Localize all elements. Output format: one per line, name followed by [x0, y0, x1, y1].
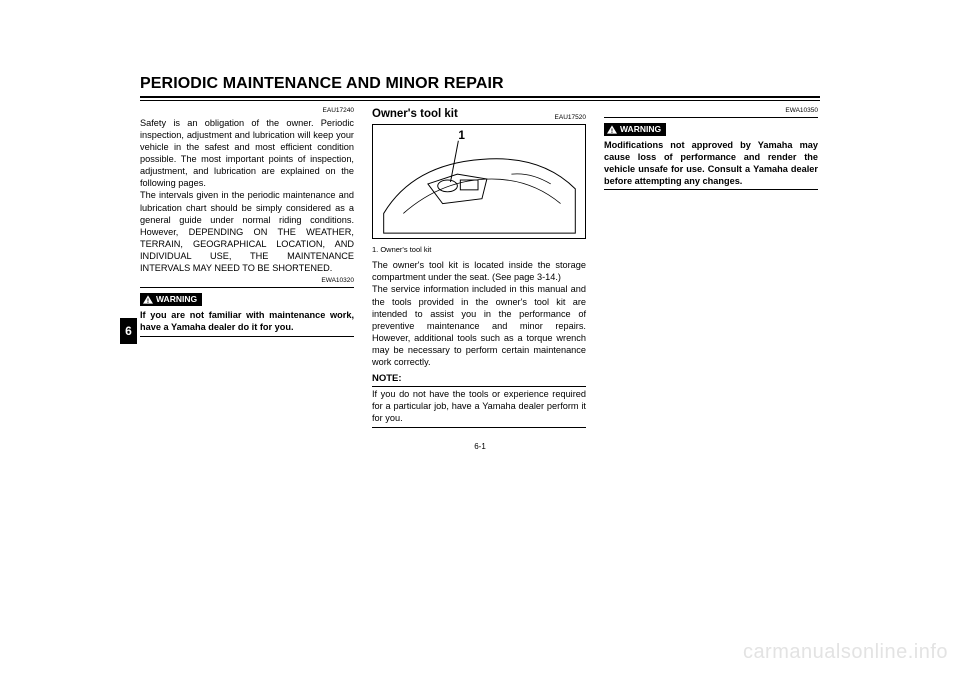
- warning-label: WARNING: [156, 294, 197, 305]
- note-label: NOTE:: [372, 373, 402, 384]
- rule-thin: [604, 189, 818, 190]
- chapter-tab: 6: [120, 318, 137, 344]
- note-rule: [372, 386, 586, 387]
- doc-code: EAU17240: [140, 107, 354, 116]
- svg-text:!: !: [611, 128, 613, 134]
- warning-label: WARNING: [620, 124, 661, 135]
- section-heading: Owner's tool kit: [372, 107, 458, 122]
- columns: EAU17240 Safety is an obligation of the …: [140, 107, 820, 434]
- warning-rule: [140, 287, 354, 288]
- column-1: EAU17240 Safety is an obligation of the …: [140, 107, 354, 434]
- tool-kit-figure: 1: [372, 124, 586, 239]
- column-3: EWA10350 ! WARNING Modifications not app…: [604, 107, 818, 434]
- warning-icon: !: [143, 295, 153, 304]
- svg-text:!: !: [147, 298, 149, 304]
- figure-callout: 1: [458, 129, 465, 142]
- body-text: The service information included in this…: [372, 283, 586, 368]
- warning-badge: ! WARNING: [604, 123, 666, 136]
- rule-thick: [140, 96, 820, 98]
- figure-caption: 1. Owner's tool kit: [372, 245, 586, 255]
- warning-rule: [604, 117, 818, 118]
- body-text: Safety is an obligation of the owner. Pe…: [140, 117, 354, 190]
- column-2: Owner's tool kit EAU17520 1 1. Owner's t…: [372, 107, 586, 434]
- doc-code: EWA10320: [140, 277, 354, 286]
- page-content: PERIODIC MAINTENANCE AND MINOR REPAIR EA…: [140, 75, 820, 605]
- body-text: The intervals given in the periodic main…: [140, 189, 354, 274]
- warning-text: If you are not familiar with maintenance…: [140, 309, 354, 333]
- body-text: The owner's tool kit is located inside t…: [372, 259, 586, 283]
- page-number: 6-1: [140, 442, 820, 451]
- note-text: If you do not have the tools or experien…: [372, 388, 586, 424]
- doc-code: EWA10350: [604, 107, 818, 116]
- warning-badge: ! WARNING: [140, 293, 202, 306]
- rule-thin: [140, 336, 354, 337]
- watermark: carmanualsonline.info: [743, 641, 948, 664]
- doc-code: EAU17520: [555, 114, 586, 123]
- warning-text: Modifications not approved by Yamaha may…: [604, 139, 818, 188]
- rule-thin: [372, 427, 586, 428]
- warning-icon: !: [607, 125, 617, 134]
- rule-thin: [140, 100, 820, 101]
- chapter-title: PERIODIC MAINTENANCE AND MINOR REPAIR: [140, 75, 820, 93]
